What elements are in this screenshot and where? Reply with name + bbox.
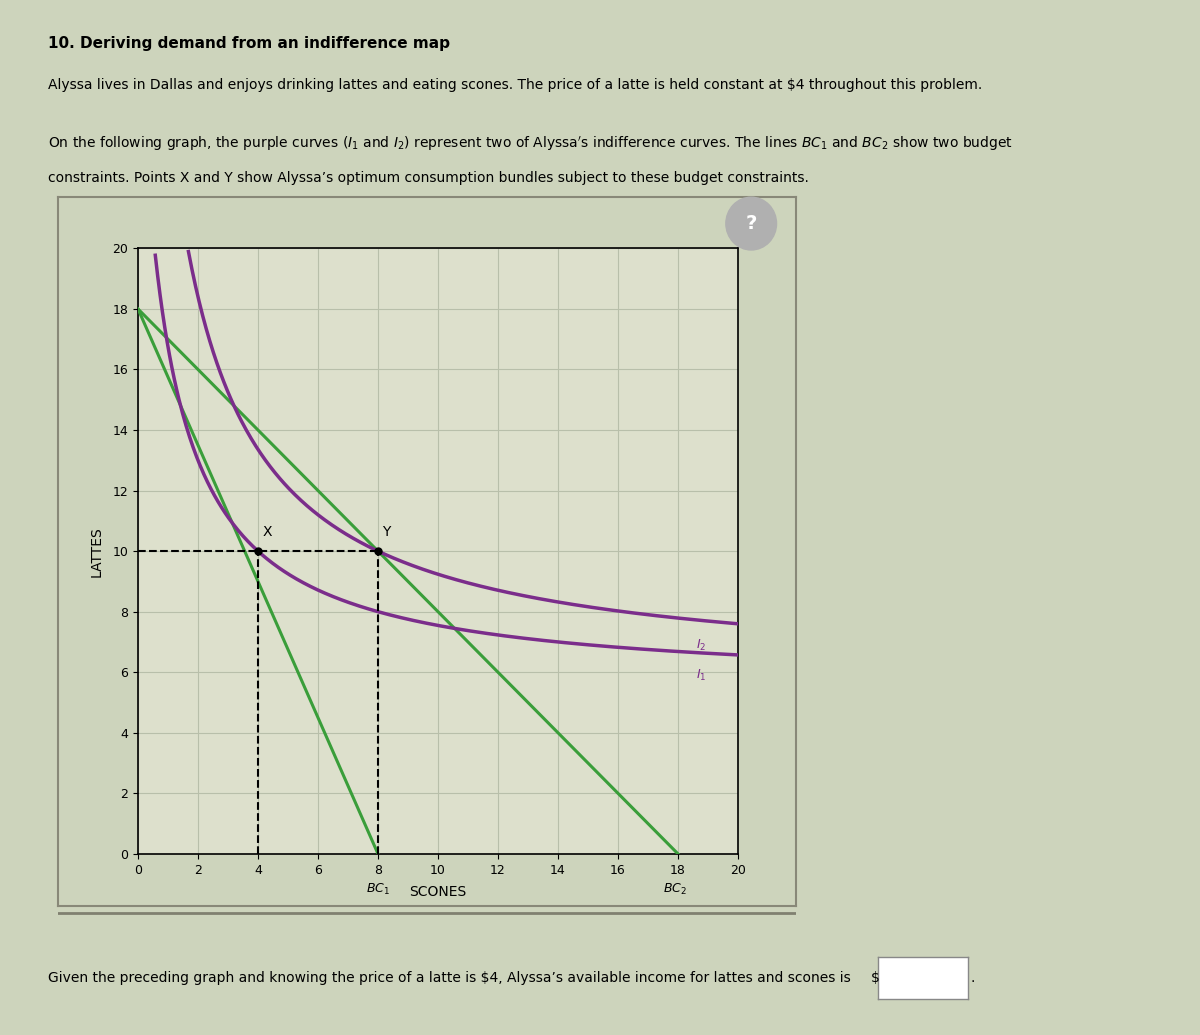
Y-axis label: LATTES: LATTES (90, 526, 104, 576)
Text: 10. Deriving demand from an indifference map: 10. Deriving demand from an indifference… (48, 36, 450, 51)
Text: Given the preceding graph and knowing the price of a latte is $4, Alyssa’s avail: Given the preceding graph and knowing th… (48, 971, 851, 985)
Text: $I_2$: $I_2$ (696, 638, 707, 652)
Text: $BC_2$: $BC_2$ (662, 882, 686, 897)
Text: $: $ (871, 971, 880, 985)
Text: X: X (263, 525, 272, 539)
Text: $I_1$: $I_1$ (696, 668, 707, 683)
Circle shape (726, 197, 776, 250)
Text: .: . (971, 971, 976, 985)
X-axis label: SCONES: SCONES (409, 885, 467, 899)
Text: ?: ? (745, 214, 757, 233)
Text: On the following graph, the purple curves ($I_1$ and $I_2$) represent two of Aly: On the following graph, the purple curve… (48, 135, 1013, 153)
Text: $BC_1$: $BC_1$ (366, 882, 390, 897)
Text: Y: Y (383, 525, 391, 539)
Text: Alyssa lives in Dallas and enjoys drinking lattes and eating scones. The price o: Alyssa lives in Dallas and enjoys drinki… (48, 78, 983, 92)
Text: constraints. Points X and Y show Alyssa’s optimum consumption bundles subject to: constraints. Points X and Y show Alyssa’… (48, 171, 809, 185)
